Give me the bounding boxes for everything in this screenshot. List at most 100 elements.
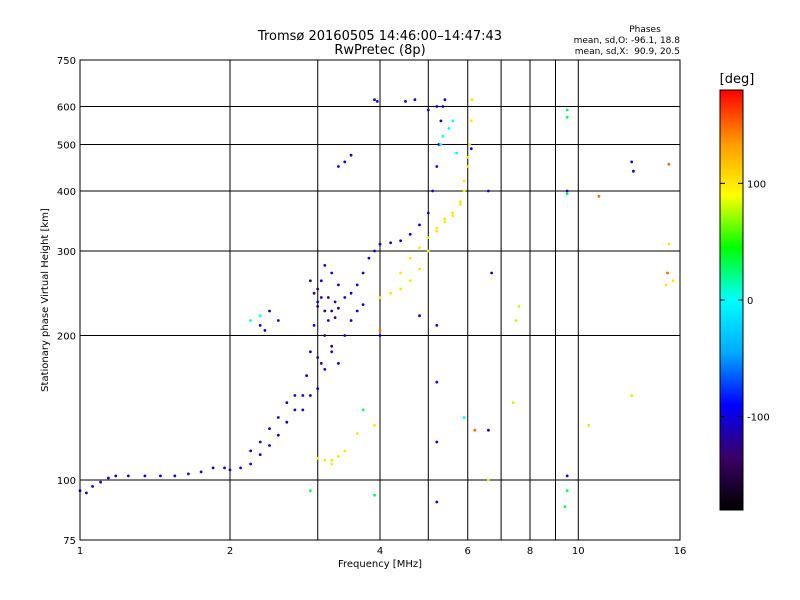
data-point: [316, 300, 320, 304]
data-point: [439, 119, 443, 123]
grid-lines: [80, 60, 680, 540]
data-point: [199, 470, 203, 474]
data-point: [343, 160, 347, 164]
data-point: [355, 309, 359, 313]
data-point: [337, 306, 340, 310]
data-point: [99, 480, 102, 484]
data-point: [249, 319, 253, 322]
data-point: [373, 493, 376, 497]
data-point: [408, 256, 412, 260]
data-point: [330, 271, 334, 275]
data-point: [91, 485, 94, 488]
data-point: [435, 324, 439, 327]
data-point: [268, 427, 271, 430]
x-axis: 1 2 4 6 8 10 16: [77, 546, 687, 557]
data-point: [258, 324, 262, 327]
data-point: [375, 100, 379, 103]
data-point: [239, 466, 243, 470]
data-point: [451, 211, 455, 215]
data-point: [159, 474, 162, 478]
data-point: [173, 474, 177, 478]
data-point: [435, 229, 439, 233]
data-point: [451, 214, 455, 218]
data-point: [301, 394, 305, 397]
data-point: [276, 319, 280, 322]
data-points: [78, 98, 675, 509]
data-point: [439, 143, 443, 146]
data-point: [408, 232, 412, 236]
data-point: [404, 100, 407, 103]
y-tick-label: 500: [57, 141, 76, 152]
data-point: [285, 420, 289, 424]
data-point: [319, 279, 323, 283]
data-point: [418, 267, 421, 271]
data-point: [664, 283, 668, 287]
data-point: [435, 226, 439, 230]
data-point: [426, 249, 430, 253]
data-point: [337, 165, 340, 168]
data-point: [361, 271, 365, 275]
data-point: [349, 153, 353, 157]
data-point: [459, 200, 462, 204]
data-point: [337, 455, 340, 458]
data-point: [323, 458, 327, 462]
data-point: [399, 239, 402, 243]
data-point: [441, 105, 445, 108]
y-tick-label: 400: [57, 187, 76, 198]
data-point: [258, 440, 262, 444]
data-point: [443, 220, 447, 224]
y-tick-label: 750: [57, 56, 76, 67]
data-point: [309, 350, 312, 354]
data-point: [514, 319, 518, 322]
data-point: [399, 271, 402, 275]
data-point: [349, 319, 353, 322]
x-tick-label: 1: [77, 546, 83, 557]
data-point: [630, 394, 634, 397]
data-point: [490, 271, 493, 275]
data-point: [355, 283, 359, 287]
colorbar-tick-label: -100: [747, 413, 770, 424]
data-point: [343, 334, 347, 337]
data-point: [426, 108, 430, 112]
y-axis: 75 100 200 300 400 500 600 750: [57, 56, 76, 547]
data-point: [330, 462, 334, 466]
data-point: [469, 147, 473, 151]
y-tick-label: 300: [57, 247, 76, 258]
data-point: [126, 474, 130, 478]
data-point: [293, 408, 297, 412]
data-point: [319, 362, 323, 365]
data-point: [187, 472, 190, 476]
data-point: [418, 223, 421, 227]
data-point: [426, 236, 430, 240]
data-point: [349, 291, 353, 295]
data-point: [319, 296, 323, 299]
data-point: [343, 449, 347, 453]
data-point: [441, 134, 445, 138]
data-point: [565, 474, 569, 478]
data-point: [326, 296, 330, 299]
data-point: [413, 98, 417, 102]
data-point: [587, 423, 591, 427]
data-point: [565, 192, 569, 196]
data-point: [426, 211, 430, 215]
data-point: [333, 316, 337, 319]
data-point: [435, 500, 439, 504]
plot-frame: [79, 59, 681, 541]
data-point: [437, 143, 441, 146]
data-point: [355, 432, 359, 435]
chart-title: Tromsø 20160505 14:46:00–14:47:43: [257, 29, 502, 44]
data-point: [597, 194, 601, 198]
data-point: [459, 203, 462, 206]
data-point: [378, 296, 382, 299]
data-point: [316, 305, 320, 308]
data-point: [309, 394, 312, 397]
data-point: [389, 291, 392, 295]
data-point: [268, 309, 271, 313]
data-point: [276, 416, 280, 419]
data-point: [258, 453, 262, 456]
data-point: [435, 165, 439, 168]
data-point: [462, 179, 466, 183]
data-point: [473, 428, 477, 432]
data-point: [249, 462, 253, 466]
